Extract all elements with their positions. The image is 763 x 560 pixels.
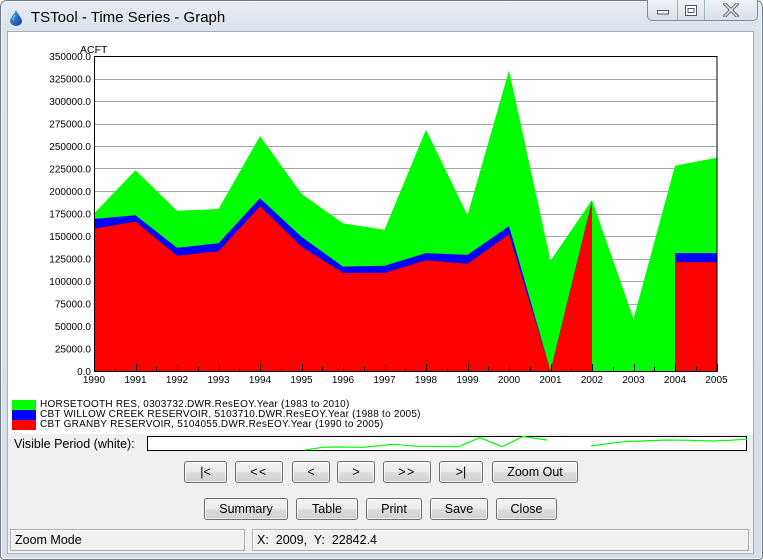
x-tick-label: 1995 [290,375,313,386]
close-button[interactable]: Close [496,498,557,520]
go-to-end-button[interactable]: >| [439,461,483,483]
y-tick-label: 50000.0 [55,322,92,333]
x-tick-label: 2003 [622,375,645,386]
step-forward-button[interactable]: > [337,461,375,483]
table-button[interactable]: Table [296,498,358,520]
y-tick-label: 275000.0 [49,120,91,131]
minimize-icon [656,10,669,15]
overview-graph [304,435,748,451]
y-tick-label: 250000.0 [49,142,91,153]
page-forward-button[interactable]: >> [383,461,431,483]
legend-swatch-green [12,400,36,410]
window-title: TSTool - Time Series - Graph [31,9,226,26]
x-tick-label: 1992 [166,375,189,386]
x-tick-label: 1997 [373,375,396,386]
x-tick-label: 1996 [332,375,355,386]
status-coordinates: X: 2009, Y: 22842.4 [252,529,749,551]
time-series-graph: 0.0 25000.0 50000.0 75000.0 100000.0 125000.0… [49,44,728,386]
go-to-start-button[interactable]: |< [184,461,227,483]
y-tick-label: 225000.0 [49,165,91,176]
x-tick-label: 2002 [581,375,604,386]
legend-label: CBT GRANBY RESERVOIR, 5104055.DWR.ResEOY… [40,419,384,430]
stacked-areas [94,70,717,372]
plot-layer: 0.0 25000.0 50000.0 75000.0 100000.0 125000.0… [49,44,728,386]
legend-swatch-red [12,420,36,430]
zoom-out-button[interactable]: Zoom Out [492,461,578,483]
plot-frame [94,56,718,372]
overview-line [304,435,548,451]
y-tick-label: 175000.0 [49,210,91,221]
y-tick-label: 125000.0 [49,255,91,266]
legend-label: HORSETOOTH RES, 0303732.DWR.ResEOY.Year … [40,399,350,410]
x-tick-label: 2000 [498,375,521,386]
close-window-button[interactable] [704,0,757,20]
x-tick-label: 1999 [456,375,479,386]
visible-period-label: Visible Period (white): [14,437,135,451]
page-back-button[interactable]: << [235,461,283,483]
y-tick-label: 200000.0 [49,187,91,198]
legend-item-granby: CBT GRANBY RESERVOIR, 5104055.DWR.ResEOY… [12,420,384,430]
legend-item-willow-creek: CBT WILLOW CREEK RESERVOIR, 5103710.DWR.… [12,410,421,420]
close-icon [723,3,739,17]
x-axis-ticks [94,364,718,371]
x-axis-labels: 1990 1991 1992 1993 1994 1995 1996 1997 1998 1999… [83,375,728,386]
print-button[interactable]: Print [366,498,422,520]
y-tick-label: 25000.0 [55,345,92,356]
y-tick-label: 100000.0 [49,277,91,288]
plot-area[interactable] [94,56,717,371]
legend: HORSETOOTH RES, 0303732.DWR.ResEOY.Year … [12,400,432,430]
water-drop-icon [10,10,22,26]
summary-button[interactable]: Summary [204,498,288,520]
x-tick-label: 1990 [83,375,106,386]
y-tick-label: 350000.0 [49,52,91,63]
legend-label: CBT WILLOW CREEK RESERVOIR, 5103710.DWR.… [40,409,421,420]
x-tick-label: 1991 [124,375,147,386]
y-tick-label: 300000.0 [49,97,91,108]
minimize-button[interactable] [648,0,677,20]
area-cbt-granby-reservoir [675,262,717,371]
overview-lines [304,435,748,451]
y-axis-labels: 0.0 25000.0 50000.0 75000.0 100000.0 125000.0… [49,52,91,378]
legend-item-horsetooth: HORSETOOTH RES, 0303732.DWR.ResEOY.Year … [12,400,350,410]
status-mode: Zoom Mode [10,529,245,551]
x-tick-label: 2004 [664,375,687,386]
y-tick-label: 325000.0 [49,75,91,86]
x-tick-label: 2001 [539,375,562,386]
y-tick-label: 0.0 [77,367,91,378]
step-back-button[interactable]: < [292,461,330,483]
graph-panel: 0.0 25000.0 50000.0 75000.0 100000.0 125000.0… [8,32,753,434]
visible-period-overview[interactable] [147,435,748,451]
y-tick-label: 75000.0 [55,300,92,311]
client-area: 0.0 25000.0 50000.0 75000.0 100000.0 125000.0… [8,32,753,553]
y-tick-label: 150000.0 [49,232,91,243]
maximize-icon [685,4,697,16]
save-button[interactable]: Save [430,498,488,520]
legend-swatch-blue [12,410,36,420]
x-tick-label: 2005 [705,375,728,386]
window-controls [647,0,758,21]
x-tick-label: 1998 [415,375,438,386]
y-axis-label: ACFT [80,44,108,56]
area-cbt-granby-reservoir [94,201,592,371]
maximize-button[interactable] [677,0,704,20]
overview-line [590,438,748,447]
x-tick-label: 1994 [249,375,272,386]
x-tick-label: 1993 [207,375,230,386]
